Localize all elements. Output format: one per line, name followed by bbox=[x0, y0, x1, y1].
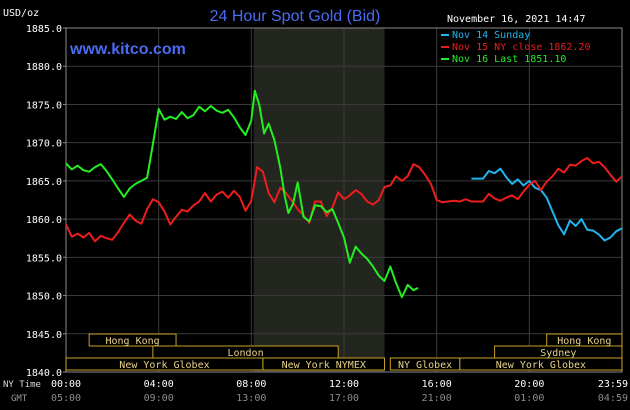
session-label: Hong Kong bbox=[557, 336, 611, 347]
y-tick-label: 1885.0 bbox=[26, 24, 62, 35]
session-label: NY Globex bbox=[398, 360, 452, 371]
x-tick-label-gmt: 04:59 bbox=[598, 393, 628, 404]
session-label: New York Globex bbox=[496, 360, 586, 371]
series-lines bbox=[65, 89, 623, 299]
x-tick-label-gmt: 21:00 bbox=[422, 393, 452, 404]
x-label-ny: NY Time bbox=[3, 380, 41, 390]
x-label-gmt: GMT bbox=[11, 394, 28, 404]
y-tick-label: 1865.0 bbox=[26, 177, 62, 188]
legend-swatch-nov16 bbox=[441, 58, 449, 60]
x-tick-label-gmt: 13:00 bbox=[236, 393, 266, 404]
timestamp: November 16, 2021 14:47 bbox=[447, 14, 585, 25]
session-label: London bbox=[227, 348, 263, 359]
series-line-2 bbox=[65, 89, 419, 299]
series-line-0 bbox=[471, 167, 623, 242]
y-tick-label: 1855.0 bbox=[26, 253, 62, 264]
legend-entry-nov14: Nov 14 Sunday bbox=[452, 30, 530, 41]
x-tick-label-gmt: 09:00 bbox=[144, 393, 174, 404]
website-watermark: www.kitco.com bbox=[69, 41, 186, 58]
legend-entry-nov16: Nov 16 Last 1851.10 bbox=[452, 54, 566, 65]
plot-frame bbox=[65, 27, 623, 373]
session-label: Sydney bbox=[540, 348, 576, 359]
y-tick-label: 1860.0 bbox=[26, 215, 62, 226]
x-tick-label-ny: 08:00 bbox=[236, 379, 266, 390]
x-tick-label-gmt: 05:00 bbox=[51, 393, 81, 404]
y-tick-label: 1870.0 bbox=[26, 139, 62, 150]
x-tick-label-ny: 23:59 bbox=[598, 379, 628, 390]
legend: Nov 14 Sunday Nov 15 NY close 1862.20 No… bbox=[441, 30, 590, 65]
y-tick-label: 1850.0 bbox=[26, 292, 62, 303]
x-axis-ticks: 00:00 05:00 04:00 09:00 08:00 13:00 12:00 17:00… bbox=[51, 379, 628, 404]
session-label: New York NYMEX bbox=[282, 360, 366, 371]
y-tick-label: 1845.0 bbox=[26, 330, 62, 341]
y-axis-ticks: 1885.0 1880.0 1875.0 1870.0 1865.0 1860.0 1855… bbox=[26, 24, 66, 379]
chart-title: 24 Hour Spot Gold (Bid) bbox=[210, 8, 381, 25]
x-tick-label-ny: 12:00 bbox=[329, 379, 359, 390]
x-tick-label-ny: 00:00 bbox=[51, 379, 81, 390]
x-tick-label-gmt: 01:00 bbox=[514, 393, 544, 404]
session-box bbox=[459, 357, 623, 371]
y-tick-label: 1875.0 bbox=[26, 100, 62, 111]
unit-label: USD/oz bbox=[3, 8, 39, 19]
session-label: New York Globex bbox=[119, 360, 209, 371]
x-tick-label-ny: 20:00 bbox=[514, 379, 544, 390]
legend-swatch-nov15 bbox=[441, 46, 449, 48]
legend-entry-nov15: Nov 15 NY close 1862.20 bbox=[452, 42, 590, 53]
x-tick-label-gmt: 17:00 bbox=[329, 393, 359, 404]
session-label: Hong Kong bbox=[106, 336, 160, 347]
x-tick-label-ny: 04:00 bbox=[144, 379, 174, 390]
y-tick-label: 1880.0 bbox=[26, 62, 62, 73]
y-tick-label: 1840.0 bbox=[26, 368, 62, 379]
legend-swatch-nov14 bbox=[441, 34, 449, 36]
x-tick-label-ny: 16:00 bbox=[422, 379, 452, 390]
session-box bbox=[88, 333, 177, 347]
series-line-1 bbox=[65, 157, 623, 243]
session-box bbox=[262, 357, 386, 371]
